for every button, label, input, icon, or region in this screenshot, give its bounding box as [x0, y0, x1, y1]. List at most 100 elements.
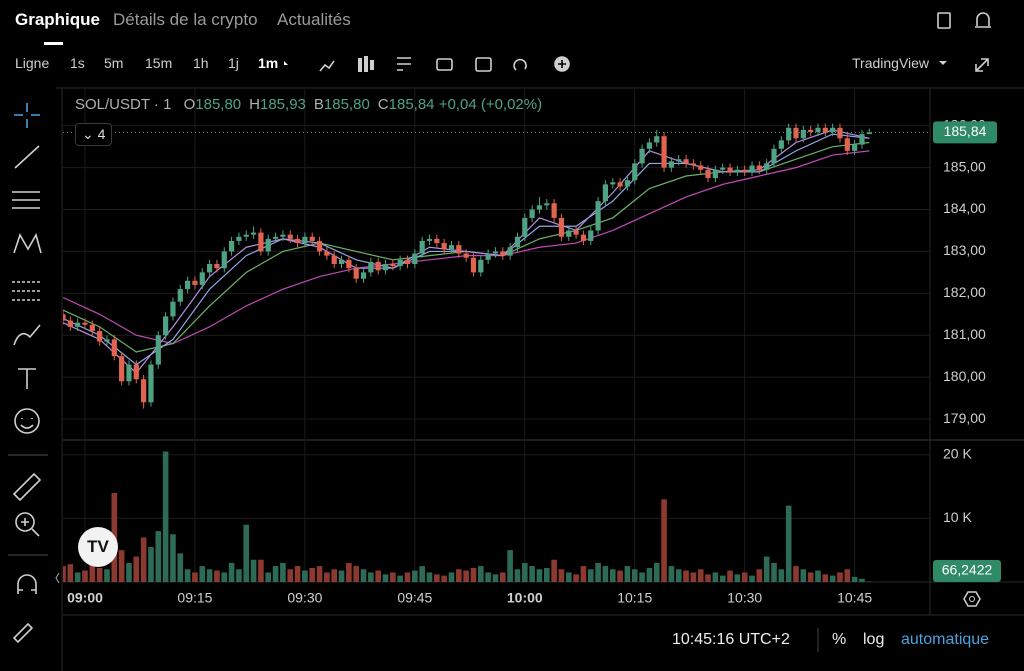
candle-body — [676, 159, 682, 162]
candle-body — [309, 236, 315, 241]
volume-badge-label: 66,2422 — [942, 562, 993, 578]
candle-body — [97, 331, 103, 342]
volume-bar — [382, 574, 389, 582]
volume-bar — [404, 572, 411, 582]
interval[interactable]: 1j — [228, 55, 239, 71]
candle-body — [742, 169, 748, 172]
legend-value: 185,93 — [260, 96, 306, 113]
volume-bar — [265, 572, 272, 582]
icon-fullscreen[interactable] — [975, 58, 989, 72]
icon-camera[interactable] — [436, 58, 453, 71]
tool-pattern[interactable] — [13, 232, 42, 254]
candle-body — [544, 203, 550, 206]
volume-bar — [683, 570, 689, 582]
candle-body — [397, 259, 403, 267]
interval[interactable]: 5m — [104, 55, 124, 71]
interval[interactable]: 1m — [258, 55, 279, 71]
volume-bar — [543, 568, 550, 582]
candle-body — [844, 138, 850, 151]
legend-value: 185,80 — [323, 96, 370, 113]
interval[interactable]: Ligne — [15, 55, 50, 71]
candle-body — [683, 159, 689, 164]
icon-alert[interactable] — [975, 12, 991, 28]
candle-body — [793, 127, 799, 139]
moving-average — [63, 150, 870, 345]
candle-body — [346, 259, 352, 269]
candle-body — [448, 245, 455, 250]
tool-ruler[interactable] — [12, 472, 42, 502]
tool-pencil-lock[interactable] — [12, 622, 34, 644]
icon-candles[interactable] — [358, 56, 374, 72]
volume-bar — [360, 569, 367, 582]
volume-bar — [309, 568, 316, 582]
indicator-toggle[interactable]: ⌄ 4 — [75, 123, 113, 146]
legend-value: 185,84 — [388, 96, 435, 113]
volume-bar — [221, 572, 228, 582]
icon-templates[interactable] — [397, 57, 411, 71]
tool-emoji[interactable] — [14, 408, 40, 434]
icon-book[interactable] — [937, 12, 951, 29]
volume-bar — [859, 578, 865, 582]
tab[interactable]: Graphique — [15, 10, 101, 29]
candle-body — [338, 259, 345, 264]
candle-body — [419, 240, 425, 254]
volume-bar — [492, 574, 499, 582]
candle-body — [287, 234, 293, 239]
tool-text[interactable] — [18, 368, 36, 389]
candle-body — [800, 129, 806, 139]
candle-body — [654, 136, 660, 143]
candle-body — [822, 127, 828, 132]
candle-body — [749, 165, 755, 172]
logo[interactable]: TV — [78, 527, 118, 567]
candle-body — [646, 142, 652, 149]
tool-crosshair[interactable] — [14, 103, 40, 128]
volume-bar — [294, 566, 301, 582]
volume-tick-label: 20 K — [943, 445, 972, 461]
interval[interactable]: 15m — [145, 55, 173, 71]
tab[interactable]: Détails de la crypto — [113, 10, 258, 29]
icon-collapse[interactable] — [55, 572, 60, 584]
volume-bar — [140, 537, 147, 582]
candle-body — [632, 163, 638, 181]
candle-body — [529, 209, 535, 218]
volume-bar — [595, 562, 601, 582]
candle-body — [566, 230, 572, 237]
candle-body — [859, 134, 865, 145]
x-tick-label: 09:00 — [67, 590, 103, 606]
volume-bar — [778, 569, 785, 582]
provider[interactable]: TradingView — [852, 55, 930, 71]
tool-line[interactable] — [14, 145, 40, 169]
y-tick-label: 180,00 — [943, 368, 986, 384]
volume-bar — [536, 569, 543, 582]
tool-magnet[interactable] — [17, 574, 37, 594]
volume-bar — [63, 566, 66, 582]
candle-body — [353, 268, 359, 279]
interval[interactable]: 1h — [193, 55, 209, 71]
log-toggle[interactable]: log — [863, 631, 885, 648]
icon-indicators[interactable] — [319, 60, 335, 72]
volume-bar — [565, 572, 572, 582]
candle-body — [720, 167, 726, 170]
y-tick-label: 181,00 — [943, 326, 986, 342]
percent-toggle[interactable]: % — [832, 631, 847, 648]
auto-toggle[interactable]: automatique — [901, 631, 990, 648]
icon-replay[interactable] — [513, 58, 527, 71]
icon-settings[interactable] — [963, 591, 981, 607]
volume-bar — [478, 566, 484, 582]
volume-bar — [485, 572, 491, 582]
icon-calendar[interactable] — [475, 57, 492, 72]
candle-body — [573, 230, 579, 235]
interval[interactable]: 1s — [70, 55, 85, 71]
volume-bar — [287, 569, 294, 582]
volume-bar — [155, 531, 162, 582]
tab[interactable]: Actualités — [277, 10, 351, 29]
candle-body — [456, 245, 462, 254]
volume-bar — [551, 559, 557, 582]
volume-bar — [851, 576, 858, 582]
candle-body — [536, 205, 543, 210]
volume-bar — [390, 572, 396, 582]
tool-zoom[interactable] — [15, 512, 35, 532]
volume-bar — [463, 570, 469, 582]
tool-hlines[interactable] — [12, 191, 40, 209]
tool-brush[interactable] — [13, 324, 41, 346]
